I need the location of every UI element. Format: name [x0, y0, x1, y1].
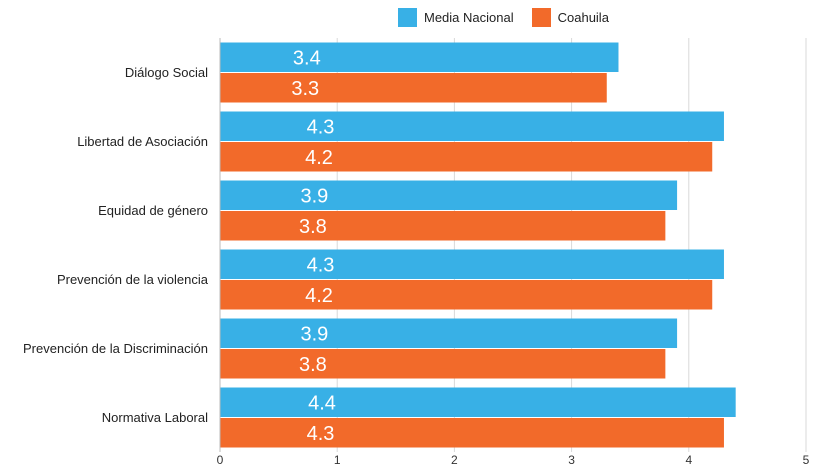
legend-swatch-media-nacional	[398, 8, 417, 27]
data-label-coahuila: 3.8	[299, 216, 327, 238]
bar-media-nacional[interactable]	[220, 180, 678, 211]
x-tick-label-5: 5	[803, 453, 810, 465]
category-label: Prevención de la violencia	[57, 272, 209, 287]
x-tick-label-0: 0	[217, 453, 224, 465]
category-label: Normativa Laboral	[102, 410, 208, 425]
bar-media-nacional[interactable]	[220, 42, 619, 73]
data-label-coahuila: 3.3	[291, 78, 319, 100]
bar-coahuila[interactable]	[220, 211, 666, 241]
legend-item-media-nacional[interactable]: Media Nacional	[398, 8, 514, 27]
legend-item-coahuila[interactable]: Coahuila	[531, 8, 609, 27]
data-label-media-nacional: 4.3	[307, 254, 335, 276]
category-label: Diálogo Social	[125, 65, 208, 80]
bar-media-nacional[interactable]	[220, 318, 678, 349]
bar-coahuila[interactable]	[220, 142, 713, 172]
data-label-coahuila: 4.3	[307, 423, 335, 445]
x-tick-label-4: 4	[685, 453, 692, 465]
bar-coahuila[interactable]	[220, 418, 724, 448]
x-tick-label-3: 3	[568, 453, 575, 465]
legend-swatch-coahuila	[531, 8, 551, 27]
legend-label-coahuila: Coahuila	[557, 10, 609, 25]
x-tick-label-2: 2	[451, 453, 458, 465]
bar-media-nacional[interactable]	[220, 111, 724, 142]
data-label-media-nacional: 3.4	[293, 47, 321, 69]
data-label-media-nacional: 3.9	[301, 323, 329, 345]
data-label-coahuila: 3.8	[299, 354, 327, 376]
bar-media-nacional[interactable]	[220, 249, 724, 280]
data-label-coahuila: 4.2	[305, 147, 333, 169]
category-label: Prevención de la Discriminación	[23, 341, 208, 356]
x-tick-label-1: 1	[334, 453, 341, 465]
category-label: Libertad de Asociación	[77, 134, 208, 149]
chart-legend: Media Nacional Coahuila	[398, 8, 609, 27]
bar-coahuila[interactable]	[220, 280, 713, 310]
bar-media-nacional[interactable]	[220, 387, 736, 418]
data-label-media-nacional: 3.9	[301, 185, 329, 207]
data-label-media-nacional: 4.3	[307, 116, 335, 138]
legend-label-media-nacional: Media Nacional	[424, 10, 514, 25]
data-label-coahuila: 4.2	[305, 285, 333, 307]
data-label-media-nacional: 4.4	[308, 392, 336, 414]
category-label: Equidad de género	[98, 203, 208, 218]
bar-coahuila[interactable]	[220, 73, 607, 103]
bar-coahuila[interactable]	[220, 349, 666, 379]
